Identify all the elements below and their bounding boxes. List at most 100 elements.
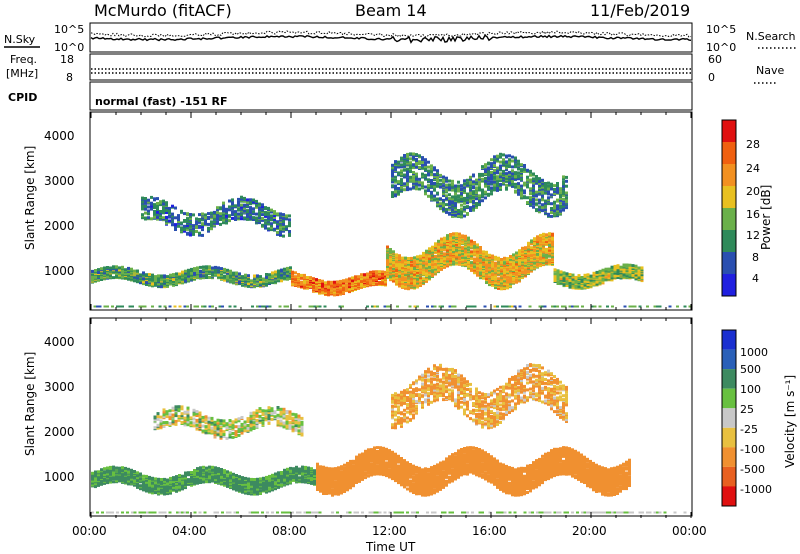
power-cell	[464, 244, 467, 248]
velocity-cell	[241, 480, 244, 483]
power-cell	[497, 277, 500, 281]
velocity-cell	[232, 475, 235, 479]
power-cell	[186, 231, 189, 235]
power-cell	[412, 152, 415, 156]
power-cell	[258, 216, 261, 220]
power-cell	[457, 180, 460, 184]
power-cell	[544, 208, 547, 212]
power-cell	[508, 175, 511, 179]
power-cell	[225, 214, 228, 218]
power-cell	[369, 283, 372, 287]
power-cell	[416, 277, 419, 281]
power-cell	[467, 242, 470, 246]
noise-panel-frame	[89, 22, 693, 53]
power-cell	[159, 211, 162, 215]
power-cell	[475, 181, 478, 185]
power-cell	[548, 232, 551, 236]
power-cell	[112, 265, 115, 269]
power-cell	[198, 218, 201, 221]
power-cell	[539, 233, 542, 237]
power-cell	[505, 183, 508, 187]
power-cell	[499, 177, 502, 181]
power-cell	[521, 260, 524, 264]
power-cell	[141, 216, 144, 220]
power-cell	[285, 225, 288, 229]
power-cell	[526, 183, 529, 187]
velocity-cell	[118, 478, 121, 482]
power-cell	[463, 182, 466, 186]
power-cell	[401, 256, 404, 260]
power-cell	[535, 181, 538, 185]
power-cell	[211, 305, 214, 308]
velocity-cell	[175, 489, 178, 493]
power-cell	[446, 256, 449, 260]
power-cell	[255, 219, 258, 223]
power-cell	[144, 197, 147, 200]
power-cell	[313, 305, 317, 308]
power-cell	[496, 305, 499, 308]
power-cell	[192, 227, 195, 231]
power-cell	[409, 152, 412, 156]
power-cell	[384, 270, 387, 274]
power-cell	[375, 282, 378, 286]
power-cell	[591, 305, 594, 308]
power-cell	[204, 213, 207, 217]
velocity-cell	[157, 484, 160, 488]
power-cell	[391, 165, 394, 169]
power-cell	[198, 231, 201, 235]
velocity-cell	[172, 476, 175, 480]
power-cell	[524, 246, 527, 250]
power-cell	[205, 268, 208, 272]
power-cell	[493, 180, 496, 184]
power-cell	[433, 173, 436, 177]
power-cell	[246, 217, 249, 221]
power-cell	[341, 305, 344, 308]
power-cell	[631, 264, 635, 268]
power-cell	[517, 159, 520, 163]
velocity-cell	[112, 467, 115, 471]
power-cell	[202, 270, 205, 274]
power-cell	[400, 156, 403, 160]
power-cell	[177, 214, 180, 218]
power-cell	[186, 212, 189, 216]
velocity-cell	[109, 465, 112, 469]
power-cell	[545, 253, 548, 257]
power-cell	[415, 176, 418, 180]
power-cell	[165, 211, 168, 214]
power-cell	[412, 173, 415, 177]
power-cell	[210, 224, 213, 228]
velocity-cell	[142, 477, 145, 481]
power-cell	[246, 204, 249, 208]
power-cell	[550, 207, 553, 210]
velocity-cell	[151, 488, 154, 492]
power-cell	[280, 275, 283, 279]
power-cell	[151, 278, 154, 282]
power-cell	[144, 198, 147, 202]
power-cell	[234, 218, 237, 221]
power-cell	[252, 207, 255, 211]
power-cell	[213, 223, 216, 227]
power-cell	[151, 281, 154, 285]
power-cell	[496, 158, 499, 162]
power-cell	[521, 246, 524, 250]
power-cell	[225, 209, 228, 213]
power-cell	[457, 212, 460, 215]
power-cell	[541, 194, 544, 198]
power-cell	[151, 276, 154, 280]
power-cell	[418, 160, 421, 164]
power-cell	[545, 247, 548, 251]
power-ytick-4000: 4000	[44, 129, 75, 143]
power-cell	[437, 251, 440, 255]
power-cell	[375, 270, 378, 274]
power-cell	[394, 175, 397, 179]
power-cell	[210, 216, 213, 220]
power-cell	[478, 180, 481, 184]
power-cell	[458, 255, 461, 258]
power-cell	[427, 165, 430, 169]
power-cell	[258, 202, 261, 206]
power-cell	[532, 191, 535, 194]
power-cell	[148, 277, 151, 281]
power-cell	[333, 293, 336, 297]
power-cell	[559, 195, 562, 198]
